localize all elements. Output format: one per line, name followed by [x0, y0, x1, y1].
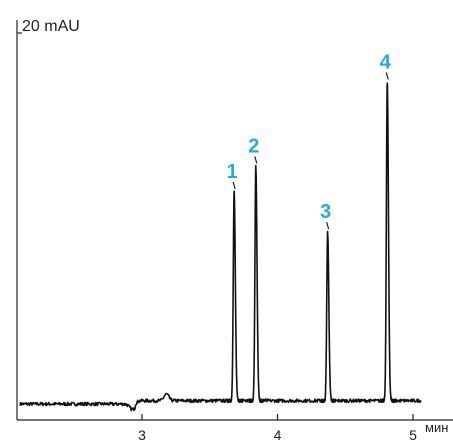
- x-unit-label: мин: [425, 420, 448, 435]
- peak-label-1: 1: [227, 161, 238, 183]
- peak-marker-1: [232, 181, 236, 190]
- x-tick-label-3: 3: [138, 427, 146, 443]
- axes: 20 mAU 3 4 5 мин: [16, 18, 453, 443]
- y-scale-label: 20 mAU: [22, 18, 80, 35]
- peak-label-4: 4: [380, 51, 392, 73]
- peak-label-2: 2: [248, 135, 259, 157]
- chromatogram-trace: [19, 82, 422, 412]
- peak-labels: 12 3 4: [227, 51, 392, 230]
- peak-marker-3: [326, 221, 330, 230]
- peak-marker-2: [254, 156, 258, 164]
- peak-marker-4: [385, 72, 389, 80]
- x-tick-label-5: 5: [409, 427, 417, 443]
- x-ticks: 3 4 5: [138, 414, 417, 443]
- x-tick-label-4: 4: [274, 427, 282, 443]
- peak-label-3: 3: [320, 201, 331, 223]
